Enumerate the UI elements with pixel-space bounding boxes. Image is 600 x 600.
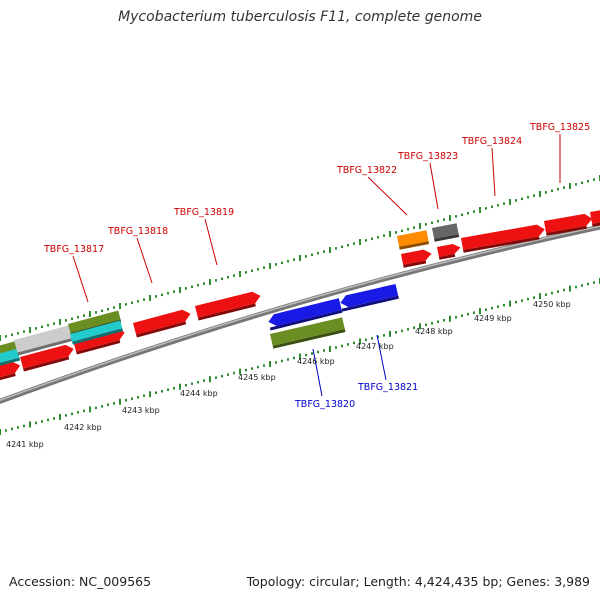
gene-arrow-red-a (0, 361, 21, 385)
gene-arrow-red-13822 (401, 249, 432, 268)
gene-box-orange (397, 230, 430, 250)
gene-label-tbfg-13817: TBFG_13817 (43, 244, 104, 255)
tick-label-4244: 4244 kbp (180, 389, 218, 398)
gene-box-cyan (70, 320, 124, 345)
leader-13820 (312, 348, 323, 397)
tick-label-4250: 4250 kbp (533, 300, 571, 309)
gene-label-tbfg-13820: TBFG_13820 (294, 399, 355, 410)
tick-label-4242: 4242 kbp (64, 423, 102, 432)
gene-label-tbfg-13822: TBFG_13822 (336, 165, 397, 176)
backbone-line (0, 224, 600, 404)
tick-label-4245: 4245 kbp (238, 373, 276, 382)
gene-arrow-red-b (20, 344, 74, 372)
gene-arrow-red-13823 (437, 243, 461, 260)
gene-label-tbfg-13824: TBFG_13824 (461, 136, 522, 147)
gene-label-tbfg-13821: TBFG_13821 (357, 382, 418, 393)
tick-label-4241: 4241 kbp (6, 440, 44, 449)
gene-label-tbfg-13823: TBFG_13823 (397, 151, 458, 162)
gene-label-tbfg-13818: TBFG_13818 (107, 226, 168, 237)
gene-arrow-red-13824 (461, 224, 545, 253)
gene-box-gray (432, 223, 460, 242)
label-leaders (72, 134, 561, 397)
gene-label-tbfg-13819: TBFG_13819 (173, 207, 234, 218)
gene-arrow-red-edge (590, 209, 600, 227)
gene-arrow-red-13818 (133, 309, 191, 338)
tick-label-4249: 4249 kbp (474, 314, 512, 323)
accession-text: Accession: NC_009565 (9, 574, 152, 589)
tick-label-4247: 4247 kbp (356, 342, 394, 351)
leader-13817 (72, 255, 89, 303)
gene-features (0, 209, 600, 385)
leader-13818 (136, 237, 153, 284)
genome-backbone (0, 224, 600, 404)
map-title: Mycobacterium tuberculosis F11, complete… (118, 9, 482, 25)
tick-label-4248: 4248 kbp (415, 327, 453, 336)
tick-label-4246: 4246 kbp (297, 357, 335, 366)
topology-text: Topology: circular; Length: 4,424,435 bp… (246, 574, 590, 589)
leader-13819 (204, 218, 218, 266)
leader-13822 (367, 176, 408, 216)
gene-arrow-blue-13821 (340, 283, 399, 312)
gene-arrow-red-13819 (195, 291, 261, 321)
leader-13824 (491, 147, 496, 197)
gene-box-silver (14, 324, 75, 356)
backbone-highlight (0, 225, 600, 402)
gene-box-olive-lower (270, 317, 346, 349)
gene-label-tbfg-13825: TBFG_13825 (529, 122, 590, 133)
gene-box-cyan-left (0, 348, 21, 368)
scale-ticks (0, 175, 600, 435)
leader-13821 (376, 334, 387, 381)
gene-labels: TBFG_13817 TBFG_13818 TBFG_13819 TBFG_13… (43, 122, 590, 410)
tick-label-4243: 4243 kbp (122, 406, 160, 415)
scale-tick-labels: 4241 kbp 4242 kbp 4243 kbp 4244 kbp 4245… (6, 300, 571, 449)
leader-13823 (429, 162, 439, 210)
gene-arrow-red-13825 (544, 213, 593, 236)
gene-arrow-blue-13820 (268, 298, 343, 331)
